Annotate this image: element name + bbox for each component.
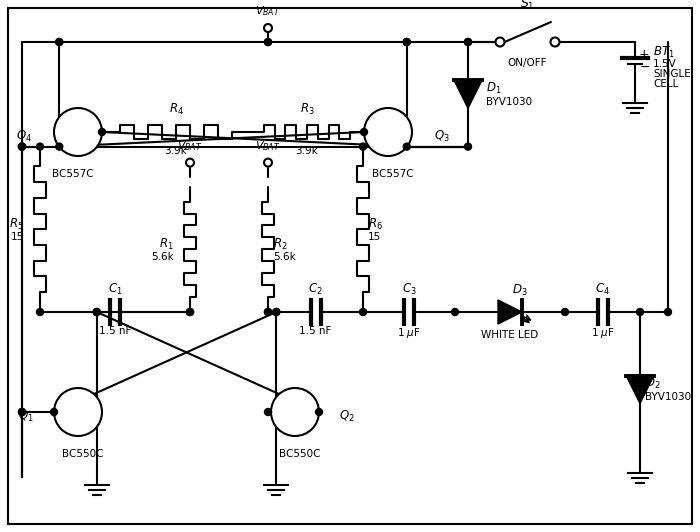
- Text: BC550C: BC550C: [62, 449, 104, 459]
- Text: BC550C: BC550C: [279, 449, 321, 459]
- Text: 5.6k: 5.6k: [151, 252, 174, 262]
- Text: 5.6k: 5.6k: [273, 252, 295, 262]
- Text: WHITE LED: WHITE LED: [482, 330, 538, 340]
- Circle shape: [360, 309, 367, 315]
- Circle shape: [50, 409, 57, 415]
- Circle shape: [186, 309, 193, 315]
- Circle shape: [265, 309, 272, 315]
- Circle shape: [264, 159, 272, 167]
- Circle shape: [636, 309, 643, 315]
- Text: $D_3$: $D_3$: [512, 283, 528, 298]
- Text: $V_{BAT}$: $V_{BAT}$: [256, 139, 281, 153]
- Text: 15: 15: [10, 232, 24, 242]
- Text: $BT_1$: $BT_1$: [653, 45, 675, 60]
- Circle shape: [18, 409, 25, 415]
- Text: $Q_1$: $Q_1$: [18, 409, 34, 423]
- Circle shape: [93, 309, 100, 315]
- Text: 1.5 nF: 1.5 nF: [300, 326, 332, 336]
- Polygon shape: [454, 80, 482, 109]
- Text: ON/OFF: ON/OFF: [508, 58, 547, 68]
- Circle shape: [316, 409, 323, 415]
- Circle shape: [18, 143, 25, 150]
- Text: SINGLE: SINGLE: [653, 69, 691, 79]
- Text: $C_3$: $C_3$: [402, 282, 416, 297]
- Circle shape: [265, 38, 272, 46]
- Polygon shape: [498, 300, 522, 324]
- Text: $R_4$: $R_4$: [169, 102, 183, 117]
- Text: $C_2$: $C_2$: [308, 282, 323, 297]
- Circle shape: [99, 129, 106, 136]
- Circle shape: [271, 388, 319, 436]
- Circle shape: [403, 38, 410, 46]
- Circle shape: [561, 309, 568, 315]
- Text: 1.5V: 1.5V: [653, 59, 677, 69]
- Text: $Q_4$: $Q_4$: [16, 128, 32, 144]
- Text: 3.9k: 3.9k: [295, 146, 318, 156]
- Circle shape: [452, 309, 458, 315]
- Circle shape: [403, 143, 410, 150]
- Circle shape: [273, 309, 280, 315]
- Circle shape: [18, 143, 25, 150]
- Text: $C_1$: $C_1$: [108, 282, 122, 297]
- Text: BC557C: BC557C: [372, 169, 414, 179]
- Text: $S_1$: $S_1$: [520, 0, 535, 12]
- Text: $D_2$: $D_2$: [645, 376, 661, 391]
- Circle shape: [360, 143, 367, 150]
- Circle shape: [465, 38, 472, 46]
- Circle shape: [264, 24, 272, 32]
- Text: $C_4$: $C_4$: [595, 282, 610, 297]
- Circle shape: [18, 409, 25, 415]
- Circle shape: [186, 309, 193, 315]
- Circle shape: [496, 37, 505, 46]
- Circle shape: [36, 143, 43, 150]
- Text: 3.9k: 3.9k: [164, 146, 188, 156]
- Text: BC557C: BC557C: [52, 169, 94, 179]
- Circle shape: [465, 38, 472, 46]
- Circle shape: [273, 309, 280, 315]
- Circle shape: [265, 409, 272, 415]
- Text: $R_6$: $R_6$: [368, 217, 383, 232]
- Text: 1 $\mu$F: 1 $\mu$F: [397, 326, 421, 340]
- Text: $V_{BAT}$: $V_{BAT}$: [177, 139, 203, 153]
- Circle shape: [54, 108, 102, 156]
- Circle shape: [93, 309, 100, 315]
- Text: BYV1030: BYV1030: [486, 97, 532, 107]
- Circle shape: [36, 309, 43, 315]
- Circle shape: [56, 38, 63, 46]
- Text: 1 $\mu$F: 1 $\mu$F: [591, 326, 615, 340]
- Circle shape: [364, 108, 412, 156]
- Text: $Q_2$: $Q_2$: [339, 409, 355, 423]
- Circle shape: [465, 143, 472, 150]
- Text: $V_{BAT}$: $V_{BAT}$: [256, 4, 281, 18]
- Circle shape: [56, 38, 63, 46]
- Text: CELL: CELL: [653, 79, 678, 89]
- Circle shape: [56, 143, 63, 150]
- Text: BYV1030: BYV1030: [645, 393, 691, 403]
- Circle shape: [54, 388, 102, 436]
- Text: $-$: $-$: [639, 60, 650, 72]
- Circle shape: [550, 37, 559, 46]
- Text: 15: 15: [368, 232, 382, 242]
- Text: $R_5$: $R_5$: [9, 217, 24, 232]
- Polygon shape: [626, 376, 654, 403]
- Text: 1.5 nF: 1.5 nF: [99, 326, 131, 336]
- Circle shape: [265, 309, 272, 315]
- Circle shape: [664, 309, 671, 315]
- Circle shape: [18, 143, 25, 150]
- Circle shape: [186, 159, 194, 167]
- Circle shape: [360, 129, 368, 136]
- Text: $R_3$: $R_3$: [300, 102, 314, 117]
- Text: $R_1$: $R_1$: [160, 237, 174, 252]
- Circle shape: [403, 38, 410, 46]
- Text: +: +: [639, 48, 650, 62]
- Text: $R_2$: $R_2$: [273, 237, 288, 252]
- Text: $D_1$: $D_1$: [486, 81, 501, 96]
- Text: $Q_3$: $Q_3$: [434, 128, 450, 144]
- Circle shape: [265, 38, 272, 46]
